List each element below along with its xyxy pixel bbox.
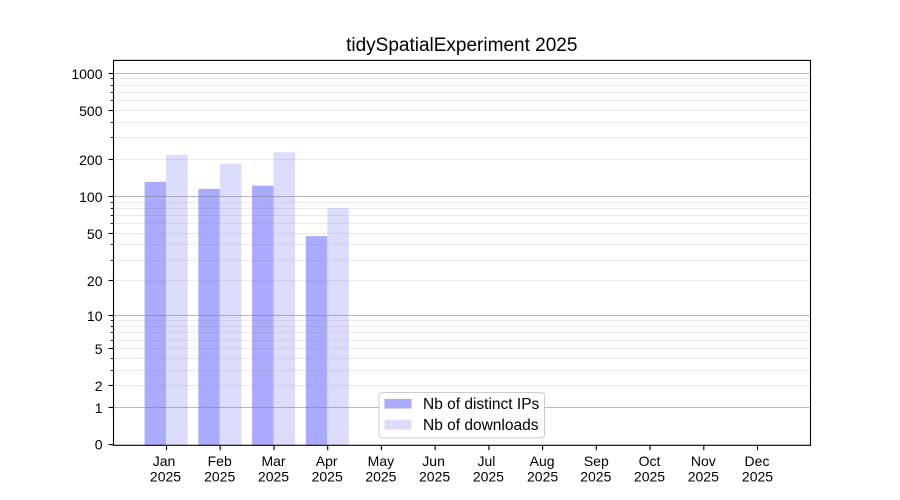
svg-text:20: 20 (87, 273, 103, 289)
svg-text:100: 100 (79, 189, 103, 205)
svg-text:10: 10 (87, 308, 103, 324)
svg-text:2: 2 (95, 378, 103, 394)
svg-text:5: 5 (95, 341, 103, 357)
svg-text:1: 1 (95, 400, 103, 416)
svg-text:Nb of downloads: Nb of downloads (423, 417, 539, 434)
svg-text:500: 500 (79, 103, 103, 119)
svg-text:Nb of distinct IPs: Nb of distinct IPs (423, 396, 540, 413)
svg-text:0: 0 (95, 437, 103, 453)
svg-text:tidySpatialExperiment 2025: tidySpatialExperiment 2025 (346, 35, 577, 56)
svg-text:200: 200 (79, 152, 103, 168)
svg-text:1000: 1000 (71, 66, 102, 82)
svg-text:50: 50 (87, 226, 103, 242)
